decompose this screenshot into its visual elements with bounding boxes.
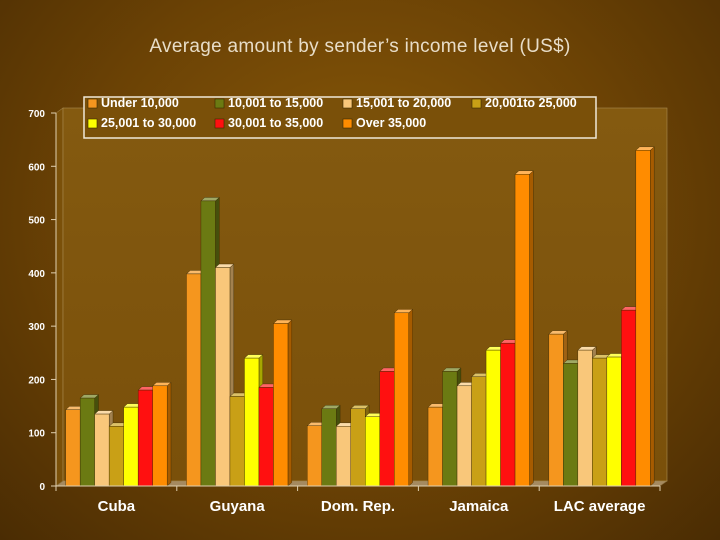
bar bbox=[514, 170, 534, 487]
bar-front bbox=[336, 426, 351, 487]
x-axis: Cuba Guyana Dom. Rep. Jamaica LAC average bbox=[55, 485, 661, 515]
y-tick-label: 100 bbox=[28, 429, 45, 440]
bar-front bbox=[307, 425, 322, 487]
legend-label: 10,001 to 15,000 bbox=[228, 96, 323, 110]
legend-label: 20,001to 25,000 bbox=[485, 96, 577, 110]
bar-front bbox=[365, 416, 380, 487]
bar bbox=[152, 381, 172, 487]
legend-swatch bbox=[214, 118, 225, 129]
bar bbox=[635, 146, 655, 487]
bar-front bbox=[514, 174, 530, 487]
legend: Under 10,000 10,001 to 15,000 15,001 to 20… bbox=[83, 96, 597, 139]
bar-side bbox=[287, 319, 292, 487]
y-tick-label: 0 bbox=[39, 482, 45, 493]
bar-front bbox=[321, 408, 337, 487]
legend-label: 30,001 to 35,000 bbox=[228, 116, 323, 130]
bar-front bbox=[485, 349, 501, 487]
x-category-label: Dom. Rep. bbox=[321, 498, 395, 515]
bar-front bbox=[621, 309, 637, 487]
legend-label: 25,001 to 30,000 bbox=[101, 116, 196, 130]
legend-swatch bbox=[471, 98, 482, 109]
bar-front bbox=[379, 371, 395, 487]
bar-front bbox=[442, 371, 458, 487]
bar-front bbox=[244, 357, 260, 487]
bar-front bbox=[577, 349, 593, 487]
bar-front bbox=[186, 273, 202, 487]
bar-front bbox=[273, 323, 289, 487]
bar-front bbox=[635, 150, 651, 487]
bar-front bbox=[606, 356, 622, 487]
y-tick-label: 300 bbox=[28, 322, 45, 333]
bar bbox=[214, 263, 235, 487]
bar-front bbox=[152, 385, 168, 487]
legend-swatch bbox=[342, 118, 353, 129]
bar-side bbox=[529, 170, 534, 487]
bar-front bbox=[200, 200, 216, 487]
y-axis: 0 100 200 300 400 500 600 700 bbox=[28, 109, 57, 493]
y-tick-label: 500 bbox=[28, 216, 45, 227]
x-category-label: LAC average bbox=[554, 498, 646, 515]
y-tick-label: 400 bbox=[28, 269, 45, 280]
bar-side bbox=[650, 146, 655, 487]
y-tick-label: 700 bbox=[28, 109, 45, 120]
legend-label: Under 10,000 bbox=[101, 96, 179, 110]
legend-label: Over 35,000 bbox=[356, 116, 426, 130]
bar-front bbox=[456, 385, 472, 487]
bar-front bbox=[215, 267, 231, 487]
bar-front bbox=[123, 406, 139, 487]
bar-front bbox=[94, 413, 110, 487]
legend-box bbox=[83, 96, 597, 139]
y-tick-label: 200 bbox=[28, 375, 45, 386]
legend-label: 15,001 to 20,000 bbox=[356, 96, 451, 110]
bar-front bbox=[137, 389, 153, 487]
bar-front bbox=[548, 333, 564, 487]
bar-front bbox=[394, 312, 409, 487]
bar-front bbox=[500, 342, 516, 487]
bar-front bbox=[229, 396, 245, 487]
x-category-label: Guyana bbox=[210, 498, 266, 515]
bar bbox=[272, 319, 293, 487]
bars bbox=[65, 146, 655, 487]
bar-front bbox=[79, 397, 95, 487]
bar-front bbox=[592, 357, 608, 487]
bar-front bbox=[471, 376, 487, 487]
side-wall bbox=[55, 107, 64, 487]
bar-front bbox=[258, 387, 274, 487]
legend-swatch bbox=[342, 98, 353, 109]
y-tick-label: 600 bbox=[28, 162, 45, 173]
bar-side bbox=[166, 381, 172, 487]
bar bbox=[393, 308, 414, 487]
legend-swatch bbox=[87, 98, 98, 109]
bar-front bbox=[350, 408, 366, 487]
bar-front bbox=[563, 363, 579, 487]
chart-title: Average amount by sender’s income level … bbox=[149, 36, 571, 57]
bar-side bbox=[408, 308, 413, 487]
x-category-label: Cuba bbox=[98, 498, 136, 515]
bar-front bbox=[108, 426, 124, 487]
legend-swatch bbox=[87, 118, 98, 129]
legend-swatch bbox=[214, 98, 225, 109]
x-category-label: Jamaica bbox=[449, 498, 509, 515]
bar-front bbox=[65, 409, 81, 487]
bar-front bbox=[427, 406, 443, 487]
